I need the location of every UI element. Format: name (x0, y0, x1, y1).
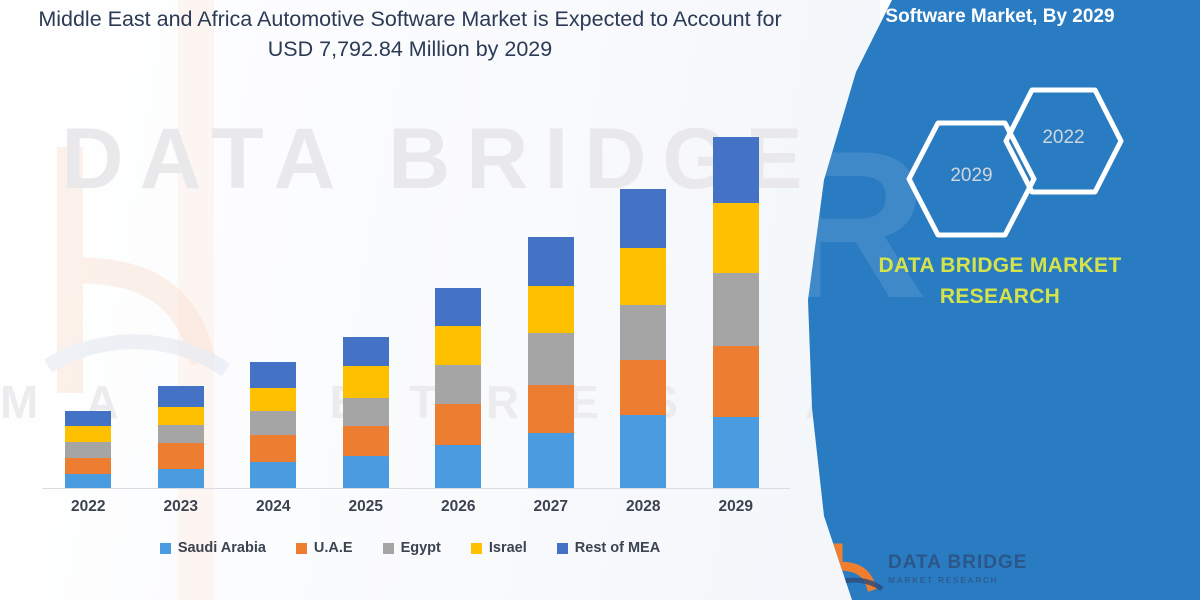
hexagon-2029-shape (906, 120, 1037, 238)
brand-name: DATA BRIDGE MARKET RESEARCH (820, 250, 1180, 312)
legend-item[interactable]: U.A.E (295, 540, 353, 556)
bar-group (527, 237, 574, 488)
brand-panel-title: Software Market, By 2029 (885, 6, 1115, 27)
bar-segment (157, 407, 204, 425)
bar-segment (250, 435, 297, 462)
hexagon-2022-shape (1003, 87, 1124, 195)
bar-segment (342, 456, 389, 488)
legend-item[interactable]: Saudi Arabia (159, 540, 266, 556)
bar-segment (435, 326, 482, 365)
bar-segment (342, 337, 389, 366)
bar-group (65, 411, 112, 488)
bar-group (157, 386, 204, 488)
bar-segment (65, 458, 112, 474)
x-axis-tick-2024: 2024 (256, 498, 291, 515)
watermark-bridge-logo-icon (44, 147, 231, 393)
page-title: Middle East and Africa Automotive Softwa… (38, 7, 782, 61)
hexagon-2029-label: 2029 (950, 165, 993, 186)
databridge-logo-subtext: MARKET RESEARCH (888, 575, 999, 585)
bar-segment (620, 305, 667, 360)
bar-segment (620, 189, 667, 248)
bar-segment (157, 443, 204, 469)
bar-segment (620, 415, 667, 488)
bar-segment (435, 288, 482, 326)
legend-item[interactable]: Rest of MEA (556, 540, 661, 556)
bar-segment (157, 469, 204, 488)
x-axis-tick-2022: 2022 (71, 498, 106, 515)
legend-label: U.A.E (313, 540, 353, 556)
brand-panel: R Software Market, By 2029 2022 2029 DAT… (808, 0, 1200, 600)
x-axis-tick-2028: 2028 (626, 498, 661, 515)
legend-swatch-icon (382, 542, 394, 554)
bar-segment (65, 442, 112, 458)
bar-segment (342, 426, 389, 456)
x-axis-tick-2023: 2023 (163, 498, 198, 515)
bar-segment (712, 346, 759, 417)
bar-segment (527, 237, 574, 286)
bar-segment (250, 362, 297, 388)
legend-item[interactable]: Egypt (382, 540, 441, 556)
chart-legend: Saudi Arabia U.A.E Egypt Israel Rest of MEA (60, 540, 760, 556)
legend-swatch-icon (159, 542, 171, 554)
legend-swatch-icon (470, 542, 482, 554)
x-axis-tick-labels: 2022 2023 2024 2025 2026 2027 2028 2029 (42, 498, 782, 526)
x-axis-line (42, 488, 790, 489)
bar-segment (435, 445, 482, 488)
hexagon-2022-label: 2022 (1042, 127, 1085, 148)
bar-segment (342, 398, 389, 426)
legend-label: Saudi Arabia (177, 540, 266, 556)
bar-segment (250, 462, 297, 488)
brand-name-line1: DATA BRIDGE MARKET (878, 254, 1122, 277)
bar-segment (435, 404, 482, 445)
bar-segment (157, 386, 204, 407)
bar-segment (712, 203, 759, 273)
bar-segment (157, 425, 204, 443)
legend-swatch-icon (295, 542, 307, 554)
bar-segment (527, 286, 574, 333)
brand-name-line2: RESEARCH (939, 285, 1061, 308)
bar-segment (712, 137, 759, 203)
bar-segment (65, 474, 112, 488)
bar-segment (712, 417, 759, 488)
databridge-logo: DATA BRIDGE MARKET RESEARCH (822, 538, 1072, 598)
legend-label: Israel (488, 540, 527, 556)
bar-group (620, 189, 667, 488)
watermark-databridge-text: DATA BRIDGE (61, 111, 819, 207)
databridge-logo-text: DATA BRIDGE (888, 552, 1028, 573)
bar-segment (527, 333, 574, 385)
bar-group (342, 337, 389, 488)
bar-segment (527, 433, 574, 488)
legend-item[interactable]: Israel (470, 540, 527, 556)
bar-segment (620, 248, 667, 305)
bar-segment (342, 366, 389, 398)
bar-segment (250, 411, 297, 435)
bar-group (712, 137, 759, 488)
chart-panel: DATA BRIDGE M A R K E T R E S E A R C H … (0, 0, 880, 600)
x-axis-tick-2026: 2026 (441, 498, 476, 515)
x-axis-tick-2029: 2029 (718, 498, 753, 515)
x-axis-tick-2025: 2025 (348, 498, 383, 515)
bar-segment (65, 426, 112, 442)
bar-segment (250, 388, 297, 411)
legend-swatch-icon (556, 542, 568, 554)
chart-plot-area (42, 100, 782, 488)
hexagon-group: 2022 2029 (896, 85, 1126, 238)
bar-group (435, 288, 482, 488)
bar-segment (527, 385, 574, 433)
bar-segment (620, 360, 667, 415)
bar-segment (712, 273, 759, 346)
bar-segment (65, 411, 112, 426)
x-axis-tick-2027: 2027 (533, 498, 568, 515)
legend-label: Egypt (400, 540, 441, 556)
legend-label: Rest of MEA (574, 540, 661, 556)
bar-segment (435, 365, 482, 404)
bar-group (250, 362, 297, 488)
